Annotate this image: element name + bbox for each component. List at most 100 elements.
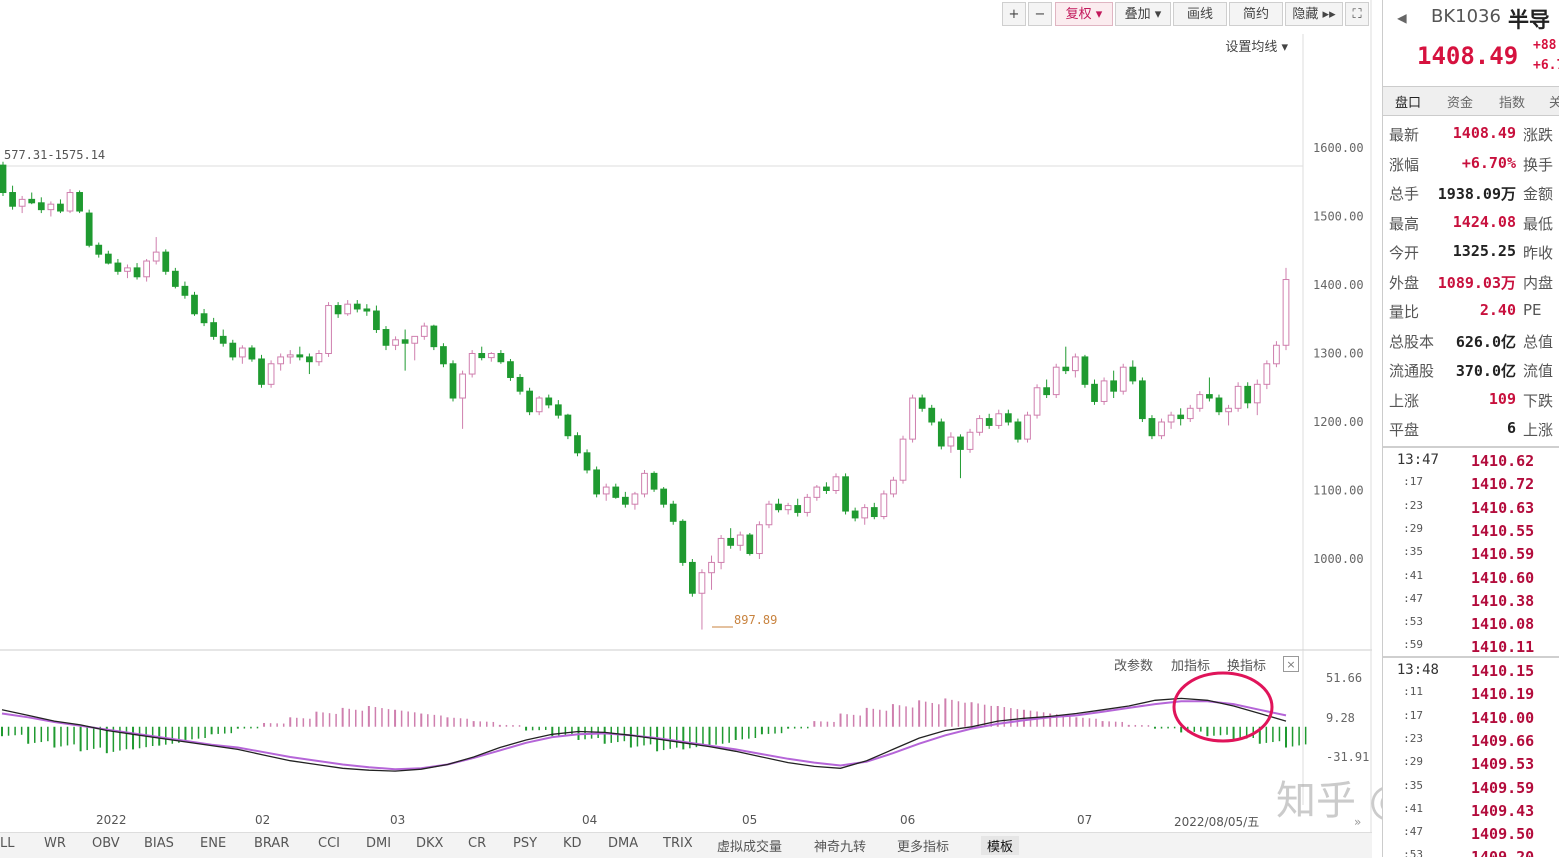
candle [478,346,486,361]
stat-label: 流通股 [1389,362,1435,380]
draw-line-button[interactable]: 画线 [1173,2,1227,26]
tick-price: 1410.62 [1471,452,1535,470]
tab-funds[interactable]: 资金 [1447,96,1474,111]
x-axis: 2022 02 03 04 05 06 07 [96,813,1092,827]
kline-svg[interactable]: 577.31-1575.14 897.89 1600.00 1500.00 1400… [0,0,1372,832]
change-params-button[interactable]: 改参数 [1114,659,1154,674]
indicator-tab[interactable]: BIAS [144,836,174,851]
indicator-tab[interactable]: LL [0,836,15,851]
stat-label: 平盘 [1389,421,1420,439]
indicator-tab[interactable]: 模板 [981,836,1020,855]
candle [47,201,55,217]
candle [1062,346,1070,375]
tab-index[interactable]: 指数 [1499,96,1526,111]
tab-related[interactable]: 关 [1549,92,1559,111]
x-axis-label: 07 [1077,813,1092,827]
indicator-tab[interactable]: DKX [416,836,444,851]
candle [459,370,466,429]
stat-label-right: 最低 [1523,214,1554,233]
indicator-tab[interactable]: 神奇九转 [814,840,867,855]
current-price: 1408.49 [1417,42,1519,70]
indicator-tab[interactable]: CR [468,836,487,851]
tick-time: :59 [1403,638,1423,652]
switch-indicator-button[interactable]: 换指标 [1227,659,1267,674]
stat-label-right: PE [1523,301,1542,319]
indicator-tab[interactable]: OBV [92,836,120,851]
add-indicator-button[interactable]: 加指标 [1171,659,1211,674]
indicator-tab[interactable]: KD [563,836,582,851]
back-icon[interactable]: ◀ [1397,8,1407,27]
expand-icon[interactable]: ⛶ [1345,2,1369,26]
indicator-tab[interactable]: TRIX [663,836,693,851]
tick-price: 1410.55 [1471,521,1535,540]
candle [152,237,160,265]
price-y-axis: 1600.00 1500.00 1400.00 1300.00 1200.00 1100.… [1313,141,1364,566]
candle [229,339,237,361]
stat-value: 1089.03万 [1437,273,1516,292]
tick-row: :47 1409.50 [1383,823,1559,846]
tab-order-book[interactable]: 盘口 [1395,96,1422,111]
simple-button[interactable]: 简约 [1229,2,1283,26]
indicator-tab[interactable]: 虚拟成交量 [717,840,783,855]
indicator-tab[interactable]: WR [44,836,66,851]
tick-price: 1410.19 [1471,685,1535,704]
indicator-tab[interactable]: DMI [366,836,392,851]
candle [1282,267,1290,351]
highlight-circle [1172,671,1274,743]
candle [420,322,428,340]
indicator-tab[interactable]: DMA [608,836,639,851]
candle [918,394,926,412]
tick-row: 13:48 1410.15 [1383,660,1559,683]
candle [928,404,936,426]
x-axis-date: 2022/08/05/五 [1174,815,1259,829]
candle [76,190,83,214]
candle [832,473,840,494]
candle [1234,382,1242,412]
candle [104,250,112,265]
candle [18,195,26,214]
candle [1206,377,1213,402]
candle [1110,370,1118,399]
candle [1091,379,1098,405]
candle [516,374,524,395]
indicator-tab[interactable]: ENE [200,836,227,851]
tick-price: 1410.15 [1471,662,1535,680]
candle [861,504,869,525]
adjust-button[interactable]: 复权 ▾ [1055,2,1113,26]
price-change: +88 [1533,38,1557,53]
candle [200,308,208,327]
tick-row: :11 1410.19 [1383,683,1559,706]
candle [1215,394,1223,416]
close-indicator-icon[interactable]: × [1283,656,1299,672]
tick-time: :41 [1403,801,1423,815]
candle [803,493,811,517]
hide-button[interactable]: 隐藏 ▸▸ [1285,2,1343,26]
candle [1004,409,1012,426]
tick-row: :59 1410.11 [1383,636,1559,659]
tick-price: 1410.59 [1471,545,1535,564]
indicator-tab[interactable]: 更多指标 [897,840,950,855]
zoom-out-button[interactable]: − [1028,2,1052,26]
candle [890,476,897,498]
tick-time: :17 [1403,475,1423,489]
tick-time: :41 [1403,568,1423,582]
candle [621,491,629,508]
zoom-in-button[interactable]: + [1002,2,1026,26]
kline-chart-area[interactable]: 577.31-1575.14 897.89 1600.00 1500.00 1400… [0,0,1489,858]
indicator-tick-label: 51.66 [1326,671,1362,685]
candle [267,360,275,388]
candle [689,559,696,597]
set-ma-button[interactable]: 设置均线 ▾ [1225,40,1288,55]
stat-value: 370.0亿 [1455,362,1516,380]
candle [219,329,227,347]
indicator-tab[interactable]: BRAR [254,836,290,851]
sector-code: BK1036 [1431,6,1501,27]
overlay-button[interactable]: 叠加 ▾ [1115,2,1171,26]
candle [210,317,218,340]
indicator-tab[interactable]: PSY [513,836,538,851]
indicator-tab[interactable]: CCI [318,836,340,851]
candle [775,498,782,513]
tick-time: :29 [1403,521,1423,535]
candle [277,353,285,371]
candle [1024,411,1031,443]
